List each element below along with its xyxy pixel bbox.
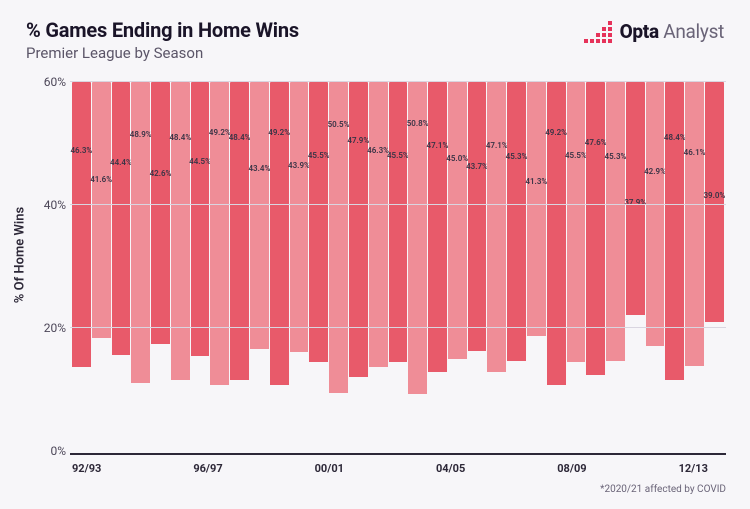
bar	[665, 82, 684, 380]
y-tick-label: 60%	[26, 75, 66, 89]
bar	[606, 82, 625, 361]
x-ticks-container: 92/9393/9494/9595/9696/9797/9898/9999/00…	[70, 462, 726, 475]
bar	[646, 82, 665, 346]
x-tick-label: 96/97	[193, 462, 222, 475]
bar	[92, 82, 111, 338]
bar	[408, 82, 427, 394]
bars-container: 46.3%41.6%44.4%48.9%42.6%48.4%44.5%49.2%…	[70, 82, 726, 451]
bar	[547, 82, 566, 385]
bar-wrap: 41.6%	[92, 82, 111, 451]
bar-wrap: 45.0%	[448, 82, 467, 451]
bar-wrap: 49.2%	[270, 82, 289, 451]
bar	[171, 82, 190, 380]
chart-subtitle: Premier League by Season	[26, 44, 299, 62]
grid-line	[70, 81, 726, 82]
bar	[468, 82, 487, 351]
bar-wrap: 43.9%	[290, 82, 309, 451]
bar	[112, 82, 131, 355]
bar	[230, 82, 249, 380]
bar-wrap: 50.8%	[408, 82, 427, 451]
bar-wrap: 45.3%	[507, 82, 526, 451]
grid-line	[70, 204, 726, 205]
bar	[151, 82, 170, 344]
bar	[487, 82, 506, 372]
y-tick-label: 40%	[26, 198, 66, 212]
x-tick-label: 92/93	[72, 462, 101, 475]
bar	[191, 82, 210, 356]
bar	[72, 82, 91, 367]
bar-wrap: 46.3%	[369, 82, 388, 451]
opta-logo-text: Opta Analyst	[620, 20, 724, 43]
bar	[250, 82, 269, 349]
bar	[507, 82, 526, 361]
opta-logo: Opta Analyst	[584, 20, 724, 43]
bar	[270, 82, 289, 385]
bar-wrap: 45.3%	[606, 82, 625, 451]
bar-wrap: 45.5%	[389, 82, 408, 451]
bar	[567, 82, 586, 362]
chart-title: % Games Ending in Home Wins	[26, 18, 299, 42]
grid-line	[70, 327, 726, 328]
bar-value-label: 39.0%	[696, 191, 734, 200]
chart-header: % Games Ending in Home Wins Premier Leag…	[26, 18, 724, 62]
bar	[685, 82, 704, 366]
x-axis-line	[70, 453, 726, 455]
bar-wrap: 47.9%	[349, 82, 368, 451]
y-tick-label: 0%	[26, 444, 66, 458]
bar-wrap: 48.4%	[665, 82, 684, 451]
bar-wrap: 45.5%	[309, 82, 328, 451]
x-tick-label: 04/05	[436, 462, 465, 475]
y-axis-label: % Of Home Wins	[13, 206, 28, 302]
bar-wrap: 47.1%	[428, 82, 447, 451]
chart-plot-area: 46.3%41.6%44.4%48.9%42.6%48.4%44.5%49.2%…	[70, 82, 726, 451]
opta-logo-icon	[584, 21, 612, 43]
x-tick-label: 00/01	[315, 462, 344, 475]
x-tick-label: 08/09	[557, 462, 586, 475]
bar	[527, 82, 546, 336]
bar	[349, 82, 368, 377]
bar	[428, 82, 447, 372]
bar	[369, 82, 388, 367]
bar-wrap: 47.1%	[487, 82, 506, 451]
bar-wrap: 49.2%	[547, 82, 566, 451]
bar	[210, 82, 229, 385]
bar-wrap: 43.7%	[468, 82, 487, 451]
bar-wrap: 37.9%	[626, 82, 645, 451]
x-tick-label: 12/13	[679, 462, 708, 475]
bar-wrap: 39.0%	[705, 82, 724, 451]
bar-wrap: 46.1%	[685, 82, 704, 451]
y-tick-label: 20%	[26, 321, 66, 335]
bar-wrap: 47.6%	[586, 82, 605, 451]
bar	[290, 82, 309, 352]
bar	[705, 82, 724, 322]
bar	[586, 82, 605, 375]
bar-wrap: 48.4%	[171, 82, 190, 451]
bar-wrap: 48.4%	[230, 82, 249, 451]
bar-wrap: 48.9%	[131, 82, 150, 451]
chart-footnote: *2020/21 affected by COVID	[600, 484, 726, 495]
bar-wrap: 46.3%	[72, 82, 91, 451]
bar	[448, 82, 467, 359]
bar	[131, 82, 150, 383]
